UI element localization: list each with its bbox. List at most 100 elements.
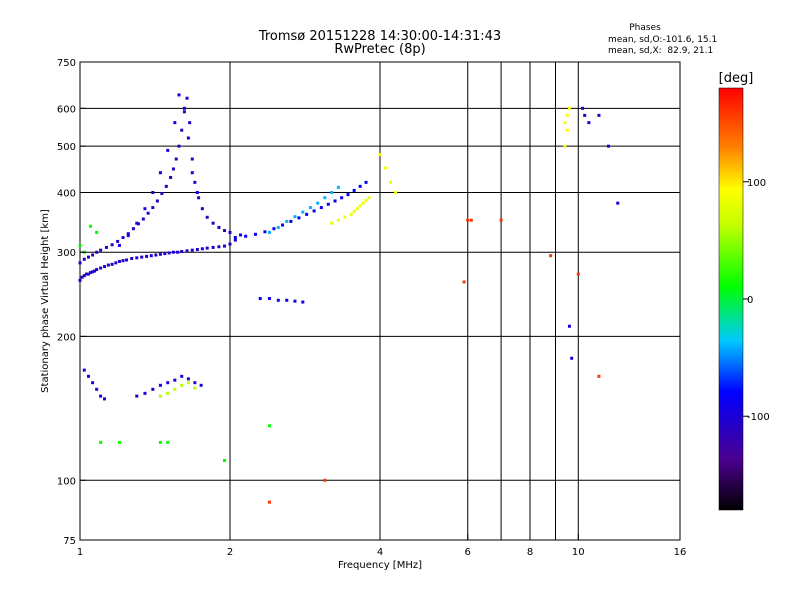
data-point bbox=[166, 148, 170, 152]
data-point bbox=[211, 245, 215, 249]
x-tick-label: 1 bbox=[77, 547, 83, 558]
phases-mean-x: mean, sd,X: 82.9, 21.1 bbox=[608, 46, 713, 56]
data-point bbox=[116, 239, 120, 243]
data-point bbox=[160, 192, 164, 196]
data-point bbox=[336, 185, 340, 189]
data-point bbox=[89, 224, 93, 228]
data-point bbox=[319, 206, 323, 210]
data-point bbox=[130, 257, 134, 261]
data-point bbox=[182, 106, 186, 110]
data-point bbox=[297, 216, 301, 220]
data-point bbox=[164, 184, 168, 188]
data-point bbox=[233, 236, 237, 240]
data-point bbox=[166, 391, 170, 395]
data-point bbox=[267, 500, 271, 504]
data-point bbox=[78, 243, 82, 247]
data-point bbox=[91, 381, 95, 385]
data-point bbox=[616, 201, 620, 205]
data-point bbox=[308, 206, 312, 210]
data-point bbox=[358, 184, 362, 188]
data-point bbox=[289, 219, 293, 223]
data-point bbox=[126, 234, 130, 238]
data-point bbox=[177, 144, 181, 148]
data-point bbox=[195, 247, 199, 251]
data-point bbox=[272, 227, 276, 231]
data-point bbox=[223, 458, 227, 462]
data-point bbox=[114, 261, 118, 265]
data-point bbox=[597, 113, 601, 117]
data-point bbox=[378, 153, 382, 157]
y-tick-label: 300 bbox=[57, 248, 76, 259]
data-point bbox=[158, 171, 162, 175]
data-point bbox=[173, 387, 177, 391]
data-point bbox=[180, 383, 184, 387]
y-tick-label: 200 bbox=[57, 332, 76, 343]
plot-area: 1 2 4 6 8 10 16 75 100 200 300 400 500 600 750 bbox=[57, 58, 686, 558]
data-point bbox=[581, 106, 585, 110]
data-point bbox=[389, 180, 393, 184]
chart-subtitle: RwPretec (8p) bbox=[334, 42, 425, 57]
data-point bbox=[173, 378, 177, 382]
data-point bbox=[330, 221, 334, 225]
x-tick-label: 4 bbox=[377, 547, 383, 558]
data-point bbox=[131, 227, 135, 231]
data-point bbox=[267, 230, 271, 234]
data-point bbox=[171, 250, 175, 254]
data-point bbox=[158, 440, 162, 444]
data-point bbox=[110, 243, 114, 247]
data-point bbox=[78, 278, 82, 282]
data-point bbox=[355, 207, 359, 211]
y-tick-label: 100 bbox=[57, 476, 76, 487]
data-point bbox=[576, 272, 580, 276]
y-tick-label: 400 bbox=[57, 188, 76, 199]
data-point bbox=[173, 121, 177, 125]
data-point bbox=[82, 257, 86, 261]
data-point bbox=[84, 272, 88, 276]
data-point bbox=[193, 381, 197, 385]
data-point bbox=[312, 209, 316, 213]
data-point bbox=[205, 215, 209, 219]
data-point bbox=[151, 190, 155, 194]
data-point bbox=[82, 274, 86, 278]
data-point bbox=[276, 298, 280, 302]
data-point bbox=[285, 298, 289, 302]
data-point bbox=[276, 225, 280, 229]
data-point bbox=[166, 440, 170, 444]
data-point bbox=[136, 222, 140, 226]
data-point bbox=[174, 157, 178, 161]
y-tick-label: 500 bbox=[57, 142, 76, 153]
y-tick-label: 750 bbox=[57, 58, 76, 69]
data-point bbox=[117, 243, 121, 247]
data-point bbox=[293, 299, 297, 303]
data-point bbox=[239, 233, 243, 237]
colorbar-ticks: 100 0 -100 bbox=[743, 178, 770, 423]
data-point bbox=[95, 268, 99, 272]
data-point bbox=[86, 255, 90, 259]
data-point bbox=[565, 128, 569, 132]
data-point bbox=[186, 381, 190, 385]
data-point bbox=[158, 252, 162, 256]
data-point bbox=[186, 136, 190, 140]
data-point bbox=[190, 171, 194, 175]
data-point bbox=[180, 128, 184, 132]
data-point bbox=[326, 202, 330, 206]
data-point bbox=[563, 121, 567, 125]
x-tick-label: 16 bbox=[674, 547, 687, 558]
phases-mean-o: mean, sd,O:-101.6, 15.1 bbox=[608, 35, 717, 45]
data-point bbox=[364, 180, 368, 184]
data-point bbox=[143, 207, 147, 211]
data-point bbox=[177, 93, 181, 97]
data-point bbox=[267, 424, 271, 428]
data-point bbox=[190, 157, 194, 161]
data-point bbox=[364, 198, 368, 202]
data-point bbox=[93, 269, 97, 273]
data-point bbox=[199, 383, 203, 387]
data-point bbox=[125, 258, 129, 262]
data-point bbox=[587, 121, 591, 125]
data-point bbox=[267, 297, 271, 301]
data-point bbox=[86, 272, 90, 276]
data-point bbox=[140, 255, 144, 259]
data-point bbox=[205, 246, 209, 250]
data-point bbox=[383, 166, 387, 170]
